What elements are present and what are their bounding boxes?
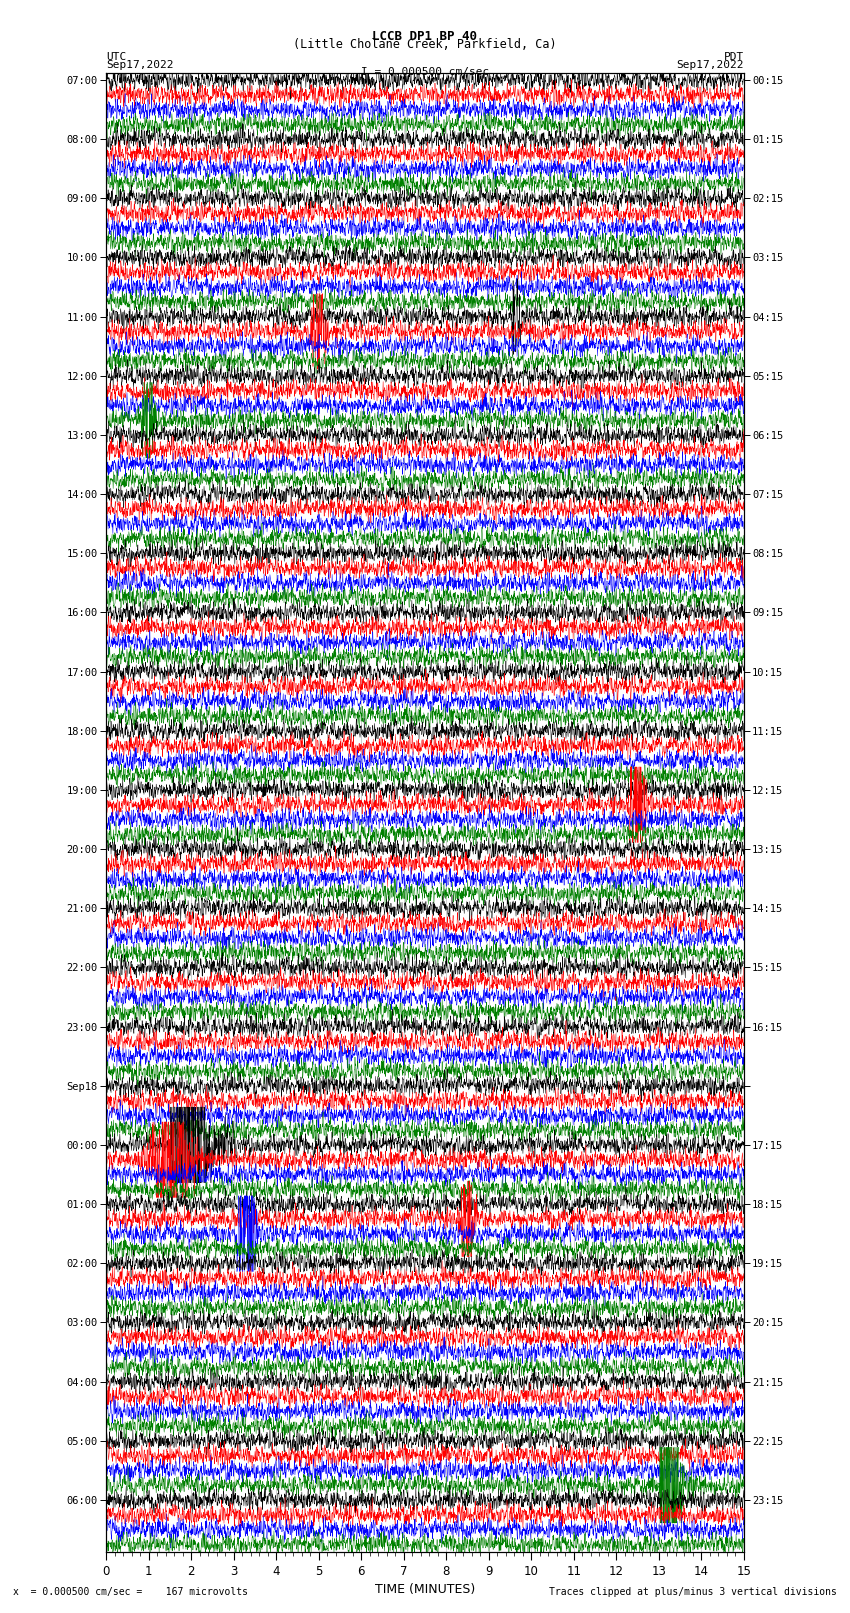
Text: x  = 0.000500 cm/sec =    167 microvolts: x = 0.000500 cm/sec = 167 microvolts [13,1587,247,1597]
X-axis label: TIME (MINUTES): TIME (MINUTES) [375,1584,475,1597]
Text: Sep17,2022: Sep17,2022 [677,60,744,69]
Text: I = 0.000500 cm/sec: I = 0.000500 cm/sec [361,66,489,77]
Text: (Little Cholane Creek, Parkfield, Ca): (Little Cholane Creek, Parkfield, Ca) [293,37,557,52]
Text: Traces clipped at plus/minus 3 vertical divisions: Traces clipped at plus/minus 3 vertical … [549,1587,837,1597]
Text: UTC: UTC [106,52,127,61]
Text: Sep17,2022: Sep17,2022 [106,60,173,69]
Text: PDT: PDT [723,52,744,61]
Text: LCCB DP1 BP 40: LCCB DP1 BP 40 [372,31,478,44]
